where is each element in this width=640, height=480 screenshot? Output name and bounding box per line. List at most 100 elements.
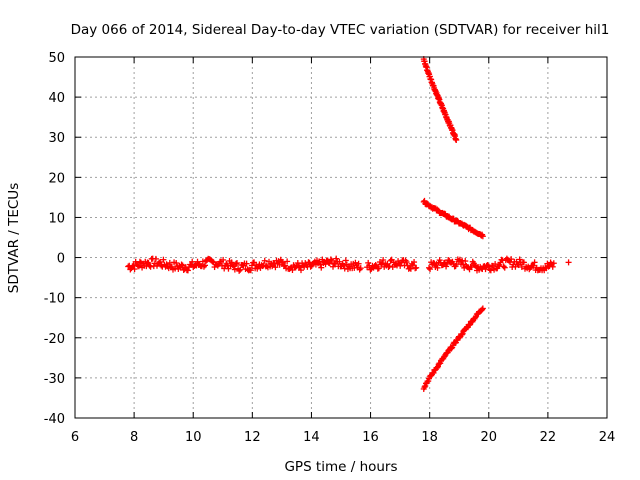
main-band-point	[134, 262, 141, 269]
main-band-point	[136, 258, 143, 265]
lower-arc-point	[472, 314, 479, 321]
main-band-point	[379, 260, 386, 267]
main-band-point	[392, 261, 399, 268]
main-band-point	[135, 263, 142, 270]
main-band-point	[131, 266, 138, 273]
main-band-point	[413, 264, 420, 271]
main-band-point	[460, 261, 467, 268]
main-band-point	[403, 259, 410, 266]
main-band-point	[514, 261, 521, 268]
main-band-point	[145, 260, 152, 267]
main-band-point	[333, 255, 340, 262]
main-band-point	[247, 267, 254, 274]
x-tick-label: 10	[185, 430, 202, 445]
lower-arc-point	[459, 330, 466, 337]
main-band-point	[331, 260, 338, 267]
y-tick-label: -40	[44, 412, 65, 427]
isolated-point-point	[565, 259, 572, 266]
lower-arc-point	[421, 384, 428, 391]
main-band-point	[322, 261, 329, 268]
main-band-point	[375, 265, 382, 272]
main-band-point	[318, 264, 325, 271]
main-band-point	[189, 258, 196, 265]
main-band-point	[289, 267, 296, 274]
main-band-point	[387, 257, 394, 264]
y-tick-label: 10	[48, 211, 65, 226]
main-band-point	[365, 259, 372, 266]
main-band-point	[296, 264, 303, 271]
main-band-point	[501, 264, 508, 271]
y-tick-label: 0	[57, 252, 65, 267]
main-band-point	[427, 266, 434, 273]
main-band-point	[531, 259, 538, 266]
lower-arc-point	[448, 345, 455, 352]
x-tick-label: 12	[244, 430, 261, 445]
x-tick-label: 18	[421, 430, 438, 445]
main-band-point	[179, 262, 186, 269]
main-band-point	[184, 267, 191, 274]
main-band-point	[500, 263, 507, 270]
x-tick-label: 14	[303, 430, 320, 445]
y-tick-label: 20	[48, 171, 65, 186]
x-tick-label: 22	[540, 430, 557, 445]
x-tick-label: 8	[130, 430, 138, 445]
main-band-point	[284, 258, 291, 265]
lower-arc-point	[458, 331, 465, 338]
y-tick-label: 30	[48, 131, 65, 146]
upper-arc-point	[453, 136, 460, 143]
main-band-point	[492, 261, 499, 268]
axis-ticks	[74, 56, 608, 419]
main-band-point	[436, 257, 443, 264]
main-band-point	[495, 263, 502, 270]
main-band-point	[317, 261, 324, 268]
main-band-point	[231, 266, 238, 273]
main-band-point	[367, 266, 374, 273]
y-tick-label: -10	[44, 292, 65, 307]
main-band-point	[295, 263, 302, 270]
main-band-point	[530, 262, 537, 269]
main-band-point	[549, 263, 556, 270]
y-tick-label: -20	[44, 332, 65, 347]
main-band-point	[243, 260, 250, 267]
x-tick-label: 24	[599, 430, 616, 445]
middle-arc-point	[421, 197, 428, 204]
main-band-point	[386, 263, 393, 270]
main-band-point	[158, 262, 165, 269]
grid	[75, 57, 607, 418]
x-tick-label: 20	[481, 430, 498, 445]
main-band-point	[234, 260, 240, 267]
tick-labels: 6 8 10 12 14 16 18 20 22 24 -40 -30 -20 -10 0 10 20 30 40 5…	[44, 51, 616, 445]
main-band-point	[157, 258, 164, 265]
main-band-point	[330, 263, 336, 270]
main-band-point	[468, 264, 475, 271]
plot-frame	[74, 56, 608, 419]
main-band-point	[411, 259, 418, 266]
lower-arc-point	[479, 306, 486, 313]
main-band-point	[410, 262, 416, 269]
main-band-point	[542, 264, 549, 271]
main-band-point	[380, 257, 387, 264]
main-band-point	[426, 264, 432, 271]
main-band-point	[508, 256, 515, 263]
main-band-point	[550, 260, 557, 267]
lower-arc-point	[434, 364, 441, 371]
main-band-point	[434, 264, 441, 271]
main-band-point	[355, 260, 362, 267]
main-band-point	[232, 260, 239, 267]
x-tick-label: 6	[71, 430, 79, 445]
main-band-point	[406, 264, 413, 271]
y-tick-label: -30	[44, 372, 65, 387]
main-band-point	[278, 258, 285, 265]
main-band-point	[462, 258, 469, 265]
main-band-point	[229, 262, 236, 269]
main-band-point	[357, 265, 364, 272]
main-band-point	[352, 259, 359, 266]
main-band-point	[228, 259, 235, 266]
main-band-point	[340, 262, 347, 269]
main-band-point	[336, 258, 343, 265]
lower-arc-point	[466, 322, 473, 329]
main-band-point	[220, 256, 227, 263]
main-band-point	[298, 267, 304, 274]
main-band-point	[261, 257, 268, 264]
main-band-point	[236, 267, 243, 274]
